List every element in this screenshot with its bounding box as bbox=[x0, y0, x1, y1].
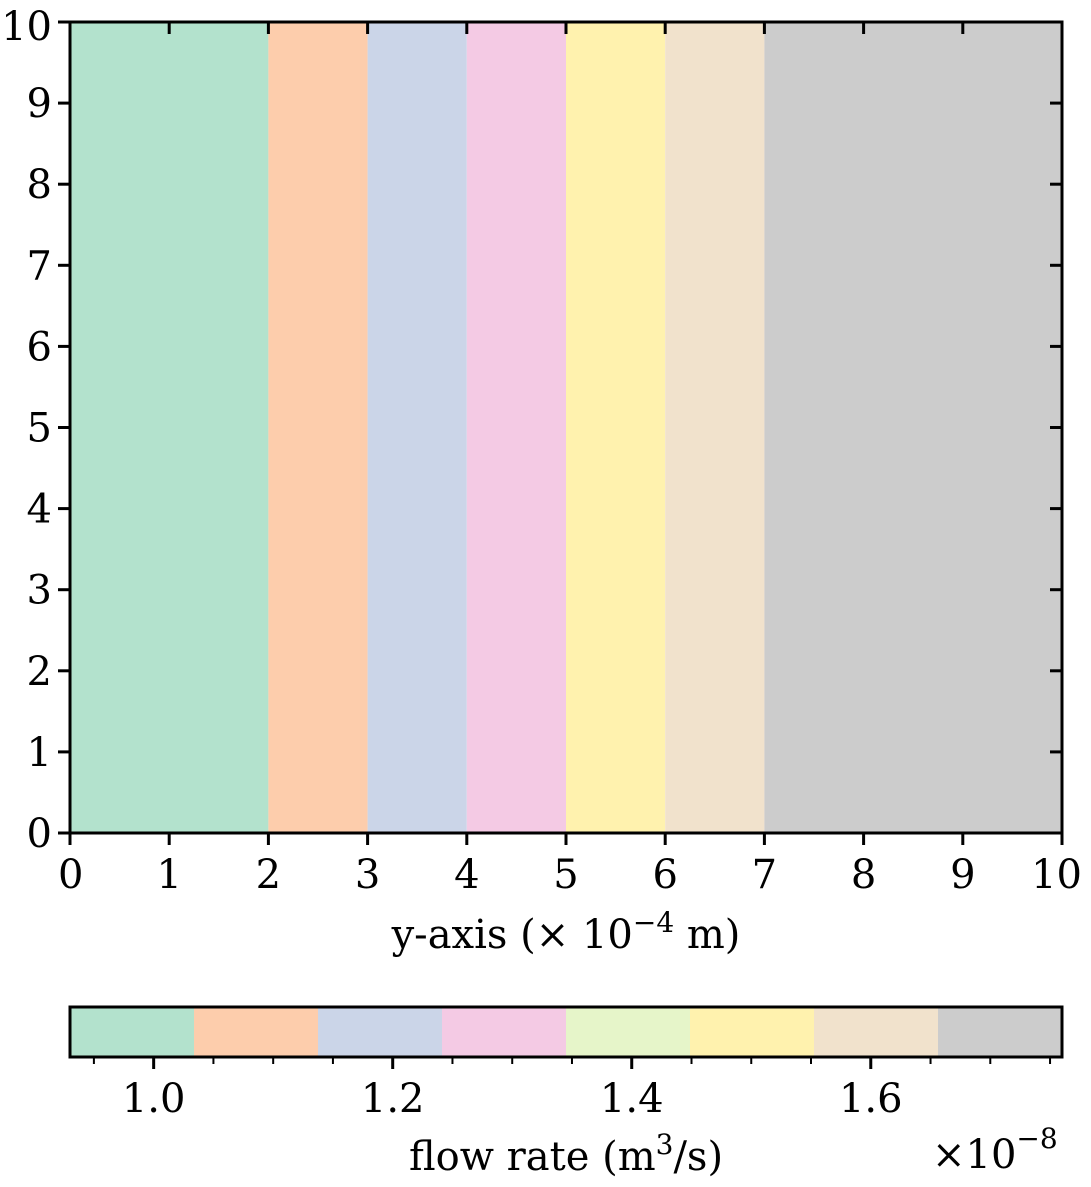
colorbar-offset-text: ×10−8 bbox=[932, 1122, 1058, 1178]
colorbar-label-text: flow rate (m bbox=[409, 1134, 656, 1180]
x-tick-label-9: 9 bbox=[950, 852, 975, 898]
colorbar-cell-0 bbox=[70, 1007, 195, 1057]
colorbar-offset-exponent: −8 bbox=[1016, 1122, 1057, 1155]
x-tick-label-4: 4 bbox=[454, 852, 479, 898]
y-tick-label-0: 0 bbox=[27, 811, 52, 857]
colorbar-ticks bbox=[92, 1057, 1052, 1069]
axis-ticks bbox=[58, 20, 1064, 845]
x-tick-label-3: 3 bbox=[355, 852, 380, 898]
heatmap-bands bbox=[70, 22, 1062, 833]
x-axis-label: y-axis (× 10−4 m) bbox=[391, 906, 741, 958]
y-tick-label-6: 6 bbox=[27, 324, 52, 370]
y-tick-label-1: 1 bbox=[27, 730, 52, 776]
colorbar-cell-7 bbox=[938, 1007, 1063, 1057]
y-tick-label-9: 9 bbox=[27, 81, 52, 127]
heatmap-band-4 bbox=[566, 22, 666, 833]
colorbar-label-sup: 3 bbox=[656, 1128, 674, 1161]
x-axis-label-unit: m) bbox=[674, 912, 740, 958]
y-tick-label-3: 3 bbox=[27, 568, 52, 614]
y-tick-label-7: 7 bbox=[27, 243, 52, 289]
y-tick-labels: 0 1 2 3 4 5 6 7 8 9 10 bbox=[1, 4, 52, 857]
y-tick-label-10: 10 bbox=[1, 4, 52, 50]
colorbar-label: flow rate (m3/s) bbox=[409, 1128, 723, 1180]
colorbar-tick-label-1: 1.2 bbox=[361, 1076, 425, 1122]
x-tick-label-0: 0 bbox=[58, 852, 83, 898]
y-tick-label-8: 8 bbox=[27, 162, 52, 208]
colorbar-cell-2 bbox=[318, 1007, 443, 1057]
x-tick-label-10: 10 bbox=[1031, 852, 1082, 898]
x-tick-label-2: 2 bbox=[256, 852, 281, 898]
colorbar-label-post: /s) bbox=[673, 1134, 723, 1180]
colorbar-cell-5 bbox=[690, 1007, 815, 1057]
heatmap-band-0 bbox=[70, 22, 269, 833]
colorbar-cell-4 bbox=[566, 1007, 691, 1057]
colorbar-tick-labels: 1.0 1.2 1.4 1.6 bbox=[122, 1076, 903, 1122]
x-axis-label-exponent: −4 bbox=[633, 906, 674, 939]
heatmap-band-6 bbox=[764, 22, 1062, 833]
y-tick-label-2: 2 bbox=[27, 649, 52, 695]
y-tick-label-4: 4 bbox=[27, 487, 52, 533]
colorbar-offset-base: ×10 bbox=[932, 1132, 1016, 1178]
heatmap-band-1 bbox=[268, 22, 368, 833]
x-tick-labels: 0 1 2 3 4 5 6 7 8 9 10 bbox=[58, 852, 1082, 898]
heatmap-band-5 bbox=[665, 22, 765, 833]
colorbar-cell-6 bbox=[814, 1007, 939, 1057]
colorbar-cells bbox=[70, 1007, 1063, 1057]
x-tick-label-1: 1 bbox=[156, 852, 181, 898]
colorbar-cell-3 bbox=[442, 1007, 567, 1057]
heatmap-band-3 bbox=[466, 22, 566, 833]
x-tick-label-7: 7 bbox=[752, 852, 777, 898]
heatmap-band-2 bbox=[367, 22, 467, 833]
colorbar-frame bbox=[68, 1005, 1064, 1059]
colorbar-tick-label-0: 1.0 bbox=[122, 1076, 186, 1122]
colorbar-tick-label-3: 1.6 bbox=[839, 1076, 903, 1122]
colorbar-tick-label-2: 1.4 bbox=[600, 1076, 664, 1122]
x-tick-label-6: 6 bbox=[652, 852, 677, 898]
x-axis-label-text: y-axis (× 10 bbox=[391, 912, 633, 958]
colorbar-cell-1 bbox=[194, 1007, 319, 1057]
x-tick-label-8: 8 bbox=[851, 852, 876, 898]
y-tick-label-5: 5 bbox=[27, 406, 52, 452]
x-tick-label-5: 5 bbox=[553, 852, 578, 898]
